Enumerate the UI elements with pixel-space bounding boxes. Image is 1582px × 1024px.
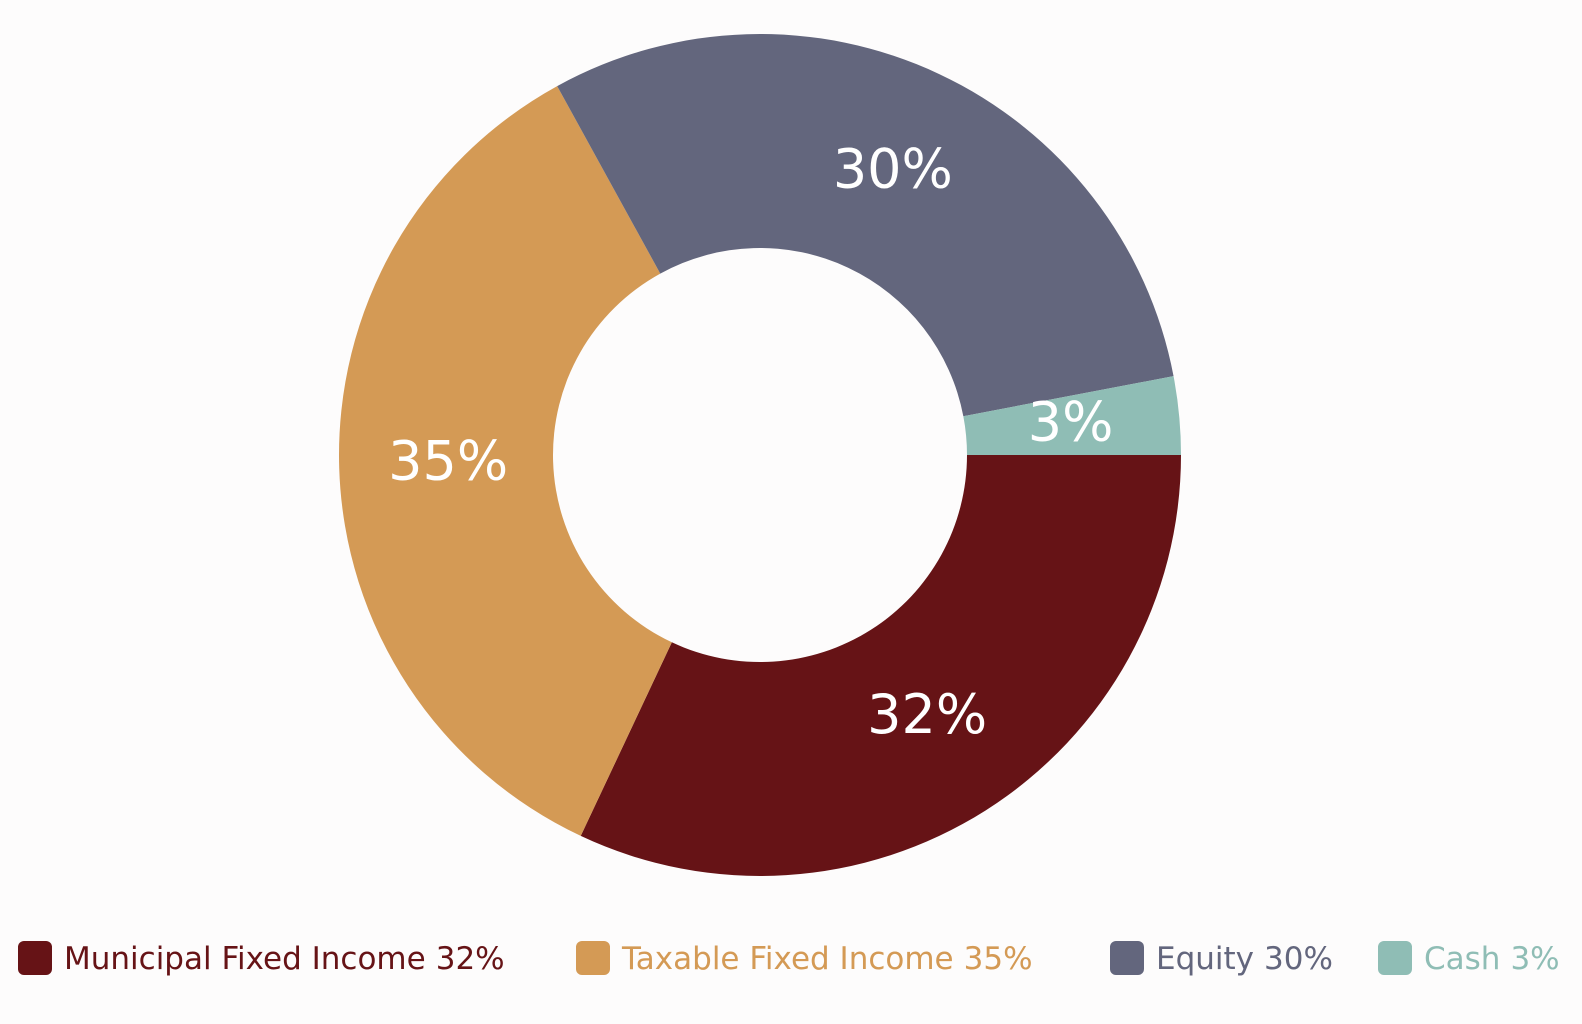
legend-swatch (1110, 941, 1144, 975)
legend-item: Equity 30% (1110, 941, 1333, 977)
legend-value: 32% (436, 941, 505, 977)
legend-name: Equity (1156, 941, 1254, 977)
legend-text: Municipal Fixed Income 32% (64, 941, 505, 977)
donut-slice (963, 376, 1181, 455)
legend-value: 30% (1264, 941, 1333, 977)
legend-text: Equity 30% (1156, 941, 1333, 977)
legend-text: Cash 3% (1424, 941, 1560, 977)
legend-name: Cash (1424, 941, 1500, 977)
legend-swatch (18, 941, 52, 975)
legend-text: Taxable Fixed Income 35% (621, 941, 1033, 977)
legend-item: Municipal Fixed Income 32% (18, 941, 505, 977)
legend-item: Cash 3% (1378, 941, 1560, 977)
legend-swatch (1378, 941, 1412, 975)
slice-label: 32% (867, 683, 987, 746)
legend-swatch (576, 941, 610, 975)
legend-value: 35% (964, 941, 1033, 977)
donut-slice (580, 455, 1181, 876)
donut-slice (339, 86, 672, 836)
donut-slice (557, 34, 1174, 417)
legend-name: Taxable Fixed Income (621, 941, 954, 977)
slice-label: 3% (1028, 390, 1114, 453)
legend-value: 3% (1510, 941, 1559, 977)
slice-label: 35% (388, 429, 508, 492)
legend-name: Municipal Fixed Income (64, 941, 426, 977)
slice-label: 30% (833, 137, 953, 200)
legend-item: Taxable Fixed Income 35% (576, 941, 1033, 977)
